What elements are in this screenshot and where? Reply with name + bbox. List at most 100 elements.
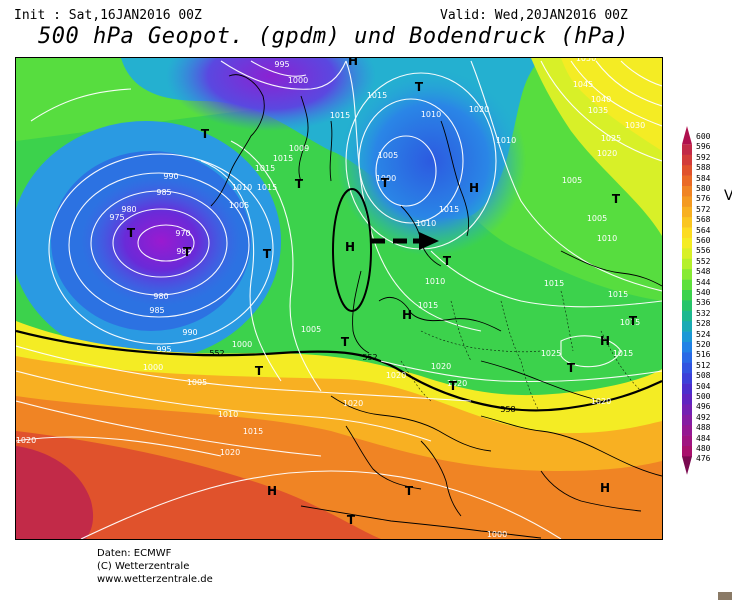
legend-swatch [682,373,692,384]
isobar-label: 1015 [544,279,564,288]
legend-swatch [682,321,692,332]
low-pressure-marker: T [201,127,210,141]
isobar-label: 995 [274,60,289,69]
isobar-label: 1045 [573,80,593,89]
legend-value-label: 568 [696,215,711,225]
legend-swatch [682,352,692,364]
field-scandinavian-low [336,66,526,256]
legend-swatch [682,425,692,436]
legend-swatch [682,227,692,239]
isobar-label: 1015 [257,183,277,192]
legend-value-label: 520 [696,340,711,349]
isobar-label: 1020 [469,105,489,114]
isobar-label: 1020 [447,379,467,388]
country-borders [400,290,642,412]
legend-value-label: 532 [696,308,711,318]
low-pressure-marker: T [341,335,350,349]
isobar-label: 1015 [613,349,633,358]
legend-value-label: 500 [696,392,711,401]
isobar-label: 1015 [620,318,640,327]
legend-swatch [682,144,692,156]
valid-time-label: Valid: Wed,20JAN2016 00Z [440,8,628,23]
field-atlantic-low [81,176,241,306]
low-pressure-marker: T [443,254,452,268]
isobar-label: 1030 [625,121,645,130]
isobar-label: 1015 [367,91,387,100]
legend-value-label: 524 [696,329,711,339]
legend-value-label: 508 [696,371,711,381]
legend-swatch [682,248,692,260]
legend-value-label: 576 [696,194,711,204]
corner-swatch [718,592,732,600]
pressure-centers: T T T T T T T T T T T T T T T T H H H H H H H [127,58,638,527]
high-pressure-marker: H [402,308,412,322]
isobar-label: 1020 [591,397,611,406]
isobar-label: 1005 [587,214,607,223]
legend-value-label: 476 [696,454,711,464]
high-pressure-marker: H [600,334,610,348]
legend-value-label: 548 [696,267,711,277]
isobar-label: 1010 [425,277,445,286]
isobar-label: 1010 [232,183,252,192]
legend-swatch [682,238,692,249]
isobar-label: 980 [153,292,168,301]
legend-value-label: 572 [696,204,711,214]
isobar-label: 1005 [301,325,321,334]
high-pressure-marker: H [469,181,479,195]
low-pressure-marker: T [629,314,638,328]
legend-swatch [682,154,692,166]
contour-labels: 552 552 558 [209,349,515,414]
low-pressure-marker: T [449,379,458,393]
contour-552-label: 552 [209,349,224,358]
legend-value-label: 596 [696,142,711,152]
legend-swatch [682,206,692,218]
isobar-label: 1040 [591,95,611,104]
weather-map: 995 1000 1015 1015 1010 1020 1010 1050 1045 1040 1… [15,57,663,540]
field-sw-deep-red [16,446,94,539]
legend-swatch [682,446,692,457]
legend-value-label: 584 [696,173,711,183]
isobar-label: 980 [121,205,136,214]
isobar-label: 985 [156,188,171,197]
isobar-label: 970 [175,229,190,238]
legend-value-label: 592 [696,152,711,162]
low-pressure-marker: T [295,177,304,191]
low-pressure-marker: T [381,176,390,190]
isobar-label: 1020 [220,448,240,457]
legend-value-label: 496 [696,402,711,412]
isobar-label: 1015 [418,301,438,310]
legend-swatch [682,186,692,197]
legend-swatch [682,404,692,416]
isobar-label: 1025 [541,349,561,358]
isobar-label: 1010 [421,110,441,119]
isobar-label: 1005 [562,176,582,185]
legend-swatch [682,165,692,176]
legend-value-label: 544 [696,277,711,287]
legend-colorbar [682,126,692,475]
low-pressure-marker: T [567,361,576,375]
contour-552-label: 558 [500,405,515,414]
isobar-label: 1035 [588,106,608,115]
low-pressure-marker: T [183,245,192,259]
legend-swatch [682,279,692,291]
legend-swatch [682,269,692,280]
legend-value-label: 540 [696,288,711,297]
isobar-label: 1005 [187,378,207,387]
isobar-label: 1020 [16,436,36,445]
annotation-ellipse [332,188,372,312]
low-pressure-marker: T [255,364,264,378]
isobar-label: 1000 [143,363,163,372]
contour-552-south [16,329,662,412]
isobar-label: 995 [156,345,171,354]
legend-swatch [682,258,692,270]
legend-swatch [682,342,692,353]
high-pressure-marker: H [600,481,610,495]
color-legend: 600 596 592 588 584 580 576 572 568 564 560 556 552 5… [682,126,732,476]
isobar-label: 1020 [431,362,451,371]
isobar-label: 1010 [416,219,436,228]
isobar-label: 1000 [232,340,252,349]
isobar-label: 1015 [439,205,459,214]
isobar-label: 1015 [243,427,263,436]
